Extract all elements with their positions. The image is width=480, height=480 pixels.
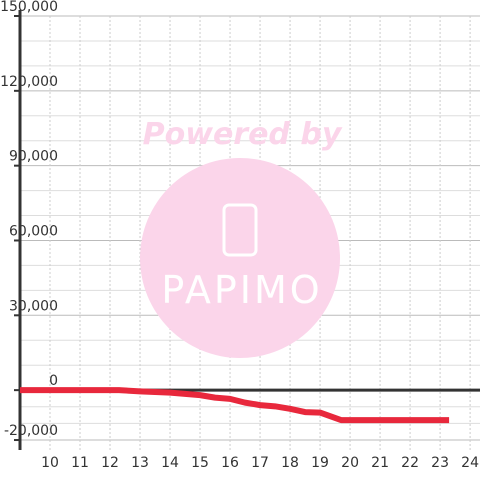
line-series xyxy=(20,387,450,424)
y-tick-label: 30,000 xyxy=(9,298,58,314)
x-tick-label: 17 xyxy=(251,455,269,471)
x-tick-label: 10 xyxy=(41,455,59,471)
x-tick-label: 22 xyxy=(401,455,419,471)
x-tick-label: 11 xyxy=(71,455,89,471)
y-tick-label: 150,000 xyxy=(0,0,58,15)
y-tick-label: 120,000 xyxy=(0,74,58,90)
x-tick-label: 20 xyxy=(341,455,359,471)
x-tick-label: 15 xyxy=(191,455,209,471)
y-tick-label: -20,000 xyxy=(4,423,58,439)
y-tick-label: 60,000 xyxy=(9,223,58,239)
watermark-logo: PAPIMO xyxy=(161,268,322,312)
watermark: Powered by PAPIMO xyxy=(140,117,343,358)
x-tick-label: 19 xyxy=(311,455,329,471)
x-tick-label: 24 xyxy=(461,455,479,471)
watermark-circle xyxy=(140,158,340,358)
watermark-text: Powered by xyxy=(143,117,343,152)
x-tick-label: 12 xyxy=(101,455,119,471)
watermark-icon xyxy=(222,203,258,257)
x-tick-label: 14 xyxy=(161,455,179,471)
x-tick-label: 13 xyxy=(131,455,149,471)
x-tick-label: 16 xyxy=(221,455,239,471)
x-tick-label: 18 xyxy=(281,455,299,471)
y-tick-label: 90,000 xyxy=(9,149,58,165)
x-tick-label: 21 xyxy=(371,455,389,471)
y-tick-label: 0 xyxy=(49,373,58,389)
x-tick-label: 23 xyxy=(431,455,449,471)
